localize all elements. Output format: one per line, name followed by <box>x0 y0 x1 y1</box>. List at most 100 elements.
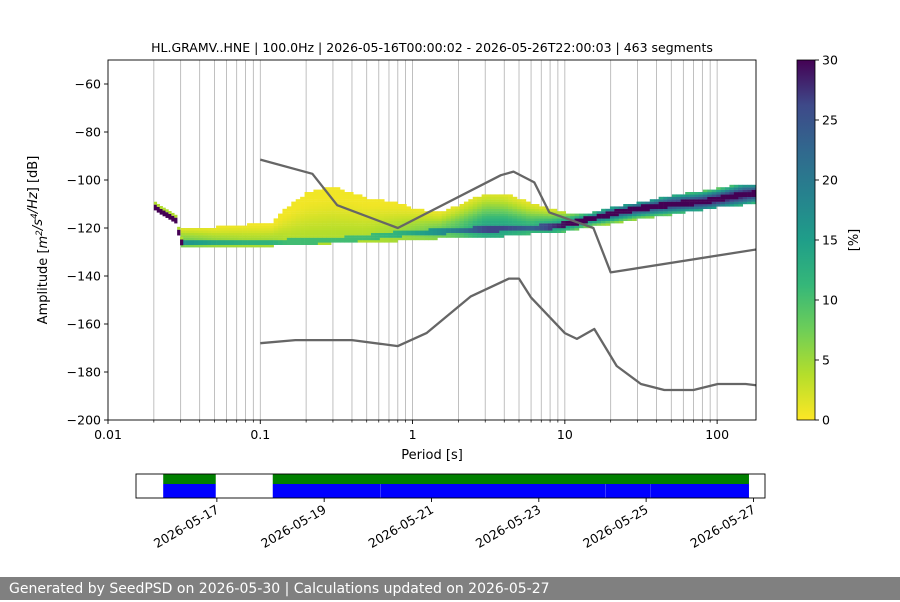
psd-cell <box>401 208 407 212</box>
psd-cell <box>658 208 664 212</box>
psd-cell <box>503 216 509 219</box>
psd-cell <box>278 225 283 229</box>
psd-cell <box>499 201 505 205</box>
psd-cell <box>362 208 367 212</box>
psd-cell <box>667 199 673 202</box>
psd-cell <box>264 225 270 229</box>
psd-cell <box>238 228 243 231</box>
psd-cell <box>326 237 332 241</box>
psd-cell <box>694 196 699 200</box>
psd-cell <box>335 213 341 217</box>
psd-cell <box>379 216 385 219</box>
availability-segment-top <box>272 474 749 484</box>
psd-cell <box>344 223 350 226</box>
psd-cell <box>702 192 708 195</box>
psd-cell <box>339 237 345 241</box>
psd-cell <box>370 216 376 219</box>
psd-cell <box>503 204 509 207</box>
psd-cell <box>415 223 420 226</box>
psd-cell <box>539 230 544 233</box>
psd-cell <box>207 242 212 245</box>
noise-models <box>259 158 756 392</box>
psd-cell <box>685 208 690 212</box>
psd-cell <box>508 206 513 209</box>
psd-cell <box>587 216 593 219</box>
psd-cell <box>490 216 496 219</box>
psd-cell <box>477 199 482 202</box>
psd-cell <box>202 228 208 231</box>
psd-cell <box>667 204 673 207</box>
psd-cell <box>525 220 531 224</box>
psd-cell <box>698 204 704 207</box>
psd-cell <box>180 236 184 240</box>
psd-cell <box>326 206 332 209</box>
psd-cell <box>309 196 314 200</box>
psd-cell <box>494 220 500 224</box>
psd-cell <box>339 204 345 207</box>
psd-cell <box>379 237 385 241</box>
psd-cell <box>313 213 319 217</box>
psd-cell <box>477 220 482 224</box>
psd-cell <box>357 220 363 224</box>
psd-cell <box>397 220 403 224</box>
psd-cell <box>286 223 292 226</box>
psd-cell <box>379 211 385 214</box>
psd-cell <box>379 230 385 233</box>
psd-cell <box>344 216 350 219</box>
psd-cell <box>415 211 420 214</box>
psd-cell <box>388 216 394 219</box>
psd-cell <box>472 199 478 202</box>
psd-cell <box>415 237 420 241</box>
psd-cell <box>517 230 522 233</box>
psd-cell <box>614 208 620 212</box>
y-tick-label: −120 <box>67 221 101 236</box>
psd-cell <box>322 220 328 224</box>
psd-cell <box>156 203 160 207</box>
psd-cell <box>725 204 730 207</box>
colorbar-tick-label: 10 <box>822 293 838 308</box>
psd-cell <box>344 199 350 202</box>
psd-cell <box>300 199 305 202</box>
psd-cell <box>543 213 549 217</box>
psd-cell <box>490 204 496 207</box>
psd-cell <box>406 237 412 241</box>
psd-cell <box>459 206 465 209</box>
psd-cell <box>512 228 518 231</box>
psd-cell <box>711 194 717 197</box>
psd-cell <box>247 244 252 248</box>
psd-cell <box>348 192 354 195</box>
psd-cell <box>640 204 646 207</box>
psd-cell <box>247 228 252 231</box>
psd-cell <box>393 237 398 241</box>
psd-cell <box>428 225 434 229</box>
psd-cell <box>309 201 314 205</box>
psd-cell <box>486 201 491 205</box>
colorbar-tick-label: 25 <box>822 113 838 128</box>
psd-cell <box>317 237 323 241</box>
x-tick-label: 10 <box>557 427 573 442</box>
psd-cell <box>667 213 673 217</box>
psd-cell <box>357 223 363 226</box>
psd-cell <box>477 230 482 233</box>
psd-cell <box>207 228 212 231</box>
psd-cell <box>189 235 195 238</box>
psd-cell <box>481 204 487 207</box>
psd-cell <box>490 194 496 197</box>
psd-cell <box>362 235 367 238</box>
psd-cell <box>269 237 274 241</box>
psd-cell <box>357 240 363 243</box>
psd-cell <box>463 218 469 221</box>
psd-cell <box>463 204 469 207</box>
psd-heatmap <box>153 184 756 248</box>
psd-cell <box>623 213 628 217</box>
psd-cell <box>278 216 283 219</box>
psd-cell <box>481 211 487 214</box>
psd-cell <box>556 211 562 214</box>
psd-cell <box>322 213 328 217</box>
psd-cell <box>658 213 664 217</box>
psd-cell <box>357 194 363 197</box>
psd-cell <box>658 199 664 202</box>
psd-cell <box>738 187 744 190</box>
psd-cell <box>437 228 443 231</box>
psd-cell <box>671 211 677 214</box>
